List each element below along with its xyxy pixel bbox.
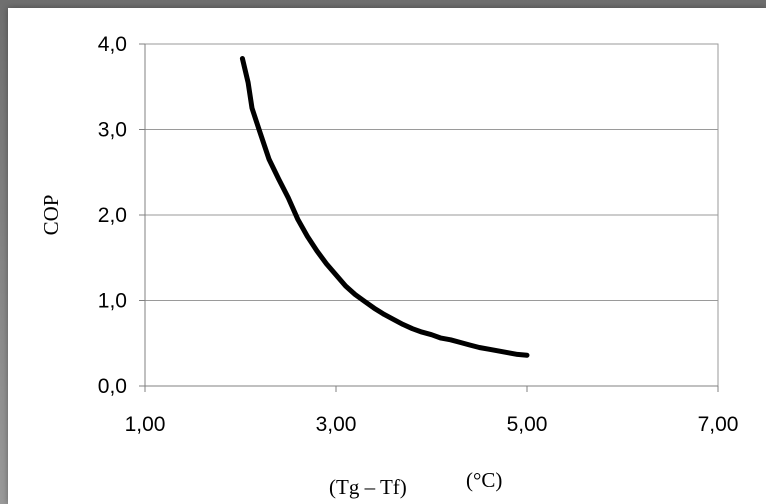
y-tick-labels: 0,0 1,0 2,0 3,0 4,0 <box>98 33 145 398</box>
x-axis-title: (Tg – Tf) <box>329 475 407 499</box>
chart-panel: 1,00 3,00 5,00 7,00 0,0 1,0 2,0 3,0 4,0 (Tg – T… <box>8 8 766 504</box>
x-tick-labels: 1,00 3,00 5,00 7,00 <box>125 386 739 436</box>
y-tick-label: 1,0 <box>98 290 127 313</box>
y-tick-label: 2,0 <box>98 204 127 227</box>
series-layer <box>239 56 530 358</box>
x-axis-unit: (°C) <box>466 468 502 492</box>
x-tick-label: 5,00 <box>507 413 548 436</box>
cop-chart: 1,00 3,00 5,00 7,00 0,0 1,0 2,0 3,0 4,0 (Tg – T… <box>39 33 739 499</box>
y-tick-label: 3,0 <box>98 119 127 142</box>
y-axis-title: COP <box>39 195 63 236</box>
x-tick-label: 7,00 <box>698 413 739 436</box>
x-tick-label: 1,00 <box>125 413 166 436</box>
y-tick-label: 4,0 <box>98 33 127 56</box>
x-tick-label: 3,00 <box>316 413 357 436</box>
y-tick-label: 0,0 <box>98 375 127 398</box>
cop-curve <box>239 56 530 358</box>
